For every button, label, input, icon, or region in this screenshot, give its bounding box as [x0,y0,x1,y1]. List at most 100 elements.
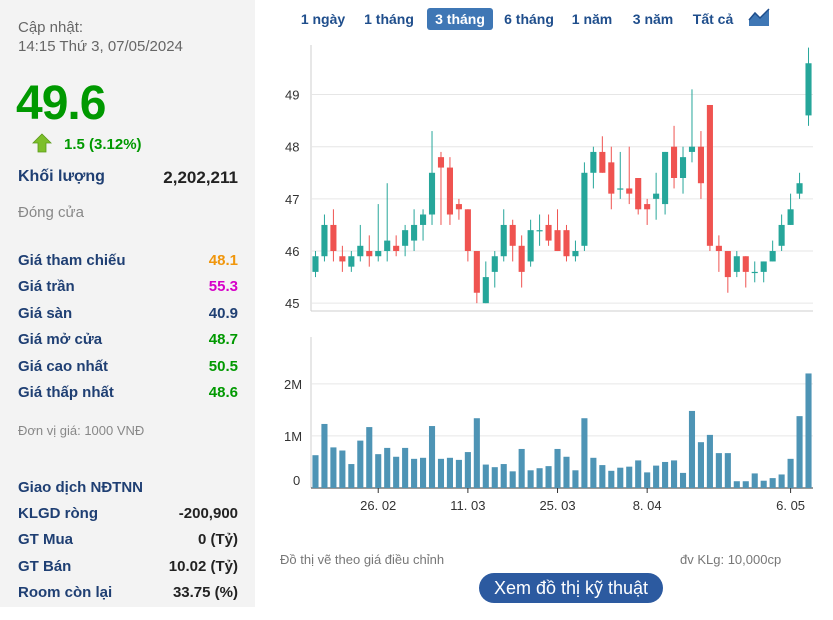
technical-chart-button[interactable]: Xem đồ thị kỹ thuật [479,573,663,603]
candle-body [554,230,561,252]
stat-label: Giá tham chiếu [18,252,126,269]
volume-bar [473,418,480,488]
stat-label: Giá sàn [18,304,73,322]
tab-3-years[interactable]: 3 năm [632,11,674,27]
volume-bar [482,464,489,488]
volume-bar [446,457,453,488]
volume-bar [706,434,713,488]
candle-body [455,204,462,210]
area-chart-icon[interactable] [748,7,770,27]
tab-3-months[interactable]: 3 tháng [427,8,493,30]
candle-body [339,256,346,262]
tab-all[interactable]: Tất cả [692,11,734,27]
arrow-up-icon [32,133,52,153]
volume-bar [679,472,687,488]
stat-value: 40.9 [208,304,238,322]
volume-bar [778,474,785,488]
candle-body [464,209,471,252]
stat-label: Giá thấp nhất [18,384,114,401]
volume-bar [411,458,418,488]
volume-bar [312,455,319,488]
tab-1-year[interactable]: 1 năm [571,11,613,27]
tab-6-months[interactable]: 6 tháng [504,11,554,27]
tab-1-day[interactable]: 1 ngày [300,11,346,27]
candle-body [706,104,713,246]
volume-bar [375,454,382,488]
volume-bar [455,459,462,488]
candle-body [420,214,427,225]
candle-body [733,256,740,272]
volume-bar [626,466,633,488]
volume-bar [464,452,471,488]
candle-body [796,183,803,194]
volume-bar [384,447,391,488]
candle-body [536,230,543,232]
volume-bar [688,410,696,488]
stat-value: 48.7 [208,331,238,349]
candle-body [608,162,615,194]
candle-body [428,172,436,215]
volume-bar [796,416,803,488]
adjusted-price-note: Đồ thị vẽ theo giá điều chỉnh [280,552,445,567]
volume-bar [437,458,445,488]
market-status: Đóng cửa [18,204,84,221]
stat-value: 48.6 [208,384,238,401]
volume-row: Khối lượng 2,202,211 [18,168,238,188]
price-tick-label: 45 [285,296,299,311]
volume-bar [697,442,704,488]
volume-bar [581,418,588,488]
x-tick-label: 11. 03 [450,498,485,513]
update-label: Cập nhật: [18,19,84,36]
candle-body [644,204,651,210]
stat-label: Giá trần [18,278,75,296]
stat-row: Giá sàn 40.9 [18,305,238,325]
price-tick-label: 48 [285,140,299,155]
volume-bar [518,448,525,488]
volume-bar [805,373,812,488]
volume-value: 2,202,211 [163,168,238,187]
candle-body [437,157,445,168]
candle-body [742,256,749,272]
candle-body [581,172,588,246]
volume-bar [671,460,678,488]
price-unit-note: Đơn vị giá: 1000 VNĐ [18,423,145,438]
tab-1-month[interactable]: 1 tháng [364,11,414,27]
candle-body [662,151,669,205]
volume-bar [608,470,615,488]
candle-body [518,245,525,272]
foreign-value: 33.75 (%) [172,583,238,601]
volume-bar [635,460,642,488]
candle-body [671,146,678,178]
volume-bar [662,461,669,488]
current-price: 49.6 [16,77,106,130]
volume-bar [500,464,507,488]
volume-bar [760,480,767,488]
price-change: 1.5 (3.12%) [64,136,142,153]
volume-bar [590,457,597,488]
foreign-label: Room còn lại [18,583,113,601]
candle-body [357,245,364,257]
volume-bar [321,423,328,488]
volume-tick-label: 1M [284,429,302,444]
stat-value: 48.1 [208,252,238,269]
stat-row: Giá cao nhất 50.5 [18,358,238,378]
candle-body [679,157,687,178]
foreign-value: 10.02 (Tỷ) [168,557,238,575]
stat-value: 50.5 [208,357,238,375]
volume-tick-label: 0 [293,473,300,488]
candle-body [724,251,731,278]
volume-tick-label: 2M [284,377,302,392]
volume-bar [330,447,337,488]
candle-body [751,271,758,274]
volume-bar [366,427,373,488]
volume-bar [644,472,651,488]
candle-body [697,146,704,184]
volume-bar [653,465,660,488]
stat-row: Giá thấp nhất 48.6 [18,384,238,404]
candle-body [321,224,328,257]
volume-bar [393,456,400,488]
price-tick-label: 47 [285,192,299,207]
stat-label: Giá cao nhất [18,357,109,375]
candle-body [653,193,660,199]
